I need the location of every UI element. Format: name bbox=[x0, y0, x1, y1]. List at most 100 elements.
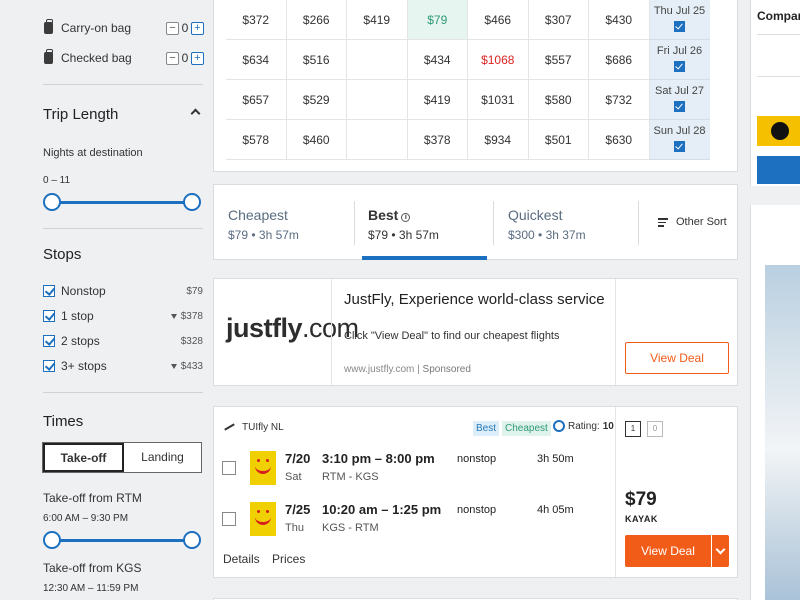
matrix-cell[interactable]: $266 bbox=[286, 0, 347, 40]
logo-text: justfly bbox=[226, 313, 303, 343]
takeoff-kgs-label: Take-off from KGS bbox=[43, 561, 142, 575]
compare-site-logo-3[interactable] bbox=[757, 116, 800, 146]
nights-slider-max-handle[interactable] bbox=[183, 193, 201, 211]
checked-count: 0 bbox=[181, 51, 189, 65]
matrix-cell[interactable]: $372 bbox=[226, 0, 287, 40]
return-date-checkbox[interactable] bbox=[674, 61, 685, 72]
matrix-cell[interactable]: $1031 bbox=[468, 80, 529, 120]
info-icon[interactable]: i bbox=[401, 213, 411, 222]
leg-date: 7/25 bbox=[285, 502, 311, 517]
carry-on-plus-button[interactable]: + bbox=[191, 21, 204, 35]
rating-ring-icon bbox=[553, 420, 565, 432]
leg-checkbox[interactable] bbox=[222, 461, 236, 475]
return-leg[interactable]: 7/25 Thu 10:20 am – 1:25 pm KGS - RTM no… bbox=[222, 498, 602, 542]
trip-length-title[interactable]: Trip Length bbox=[43, 106, 119, 123]
matrix-cell[interactable]: $657 bbox=[226, 80, 287, 120]
stop-label: 1 stop bbox=[61, 309, 94, 323]
matrix-cell[interactable]: $529 bbox=[286, 80, 347, 120]
return-date-checkbox[interactable] bbox=[674, 101, 685, 112]
sky-image[interactable] bbox=[765, 265, 800, 600]
leg-times: 3:10 pm – 8:00 pm bbox=[322, 451, 435, 466]
takeoff-rtm-max-handle[interactable] bbox=[183, 531, 201, 549]
carry-on-minus-button[interactable]: − bbox=[166, 21, 179, 35]
matrix-cell[interactable]: $419 bbox=[407, 80, 468, 120]
matrix-cell[interactable]: $430 bbox=[589, 0, 650, 40]
stop-option-1-stop[interactable]: 1 stop $378 bbox=[43, 307, 203, 325]
checked-bag-label: Checked bag bbox=[61, 51, 132, 65]
justfly-logo[interactable]: justfly.com bbox=[226, 313, 359, 344]
chevron-up-icon[interactable] bbox=[190, 108, 201, 119]
checked-minus-button[interactable]: − bbox=[166, 51, 179, 65]
return-date-header[interactable]: Thu Jul 25 bbox=[649, 0, 710, 40]
divider bbox=[43, 392, 203, 393]
stop-price: $79 bbox=[186, 285, 203, 297]
nights-slider-min-handle[interactable] bbox=[43, 193, 61, 211]
chevron-down-icon[interactable] bbox=[711, 535, 729, 567]
return-date-checkbox[interactable] bbox=[674, 141, 685, 152]
takeoff-rtm-min-handle[interactable] bbox=[43, 531, 61, 549]
tab-take-off[interactable]: Take-off bbox=[43, 443, 124, 472]
matrix-cell[interactable]: $578 bbox=[226, 120, 287, 160]
sort-tab-quickest[interactable]: Quickest $300 • 3h 37m bbox=[494, 185, 634, 261]
return-date-checkbox[interactable] bbox=[674, 21, 685, 32]
carry-on-count: 0 bbox=[181, 21, 189, 35]
matrix-cell[interactable]: $557 bbox=[528, 40, 589, 80]
sort-tab-best[interactable]: Best i $79 • 3h 57m bbox=[354, 185, 492, 261]
carry-on-bag-fee-icon[interactable]: 1 bbox=[625, 421, 641, 437]
matrix-cell-expensive[interactable]: $1068 bbox=[468, 40, 529, 80]
matrix-cell[interactable]: $460 bbox=[286, 120, 347, 160]
side-ad-panel bbox=[750, 205, 800, 600]
details-link[interactable]: Details bbox=[223, 552, 260, 566]
return-date-header[interactable]: Sat Jul 27 bbox=[649, 80, 710, 120]
stop-option-2-stops[interactable]: 2 stops $328 bbox=[43, 332, 203, 350]
sponsored-label: Sponsored bbox=[422, 364, 471, 375]
three-plus-stops-checkbox[interactable] bbox=[43, 360, 55, 372]
view-deal-button[interactable]: View Deal bbox=[625, 535, 729, 567]
site-logo-icon bbox=[771, 122, 789, 140]
two-stops-checkbox[interactable] bbox=[43, 335, 55, 347]
airline-name: TUIfly NL bbox=[242, 422, 284, 433]
leg-checkbox[interactable] bbox=[222, 512, 236, 526]
matrix-cell[interactable]: $501 bbox=[528, 120, 589, 160]
nonstop-checkbox[interactable] bbox=[43, 285, 55, 297]
sort-tab-cheapest[interactable]: Cheapest $79 • 3h 57m bbox=[214, 185, 349, 261]
checked-bag-fee-icon[interactable]: 0 bbox=[647, 421, 663, 437]
compare-site-logo-cheaptickets[interactable] bbox=[757, 76, 800, 106]
matrix-cell[interactable]: $630 bbox=[589, 120, 650, 160]
return-date-header[interactable]: Fri Jul 26 bbox=[649, 40, 710, 80]
outbound-leg[interactable]: 7/20 Sat 3:10 pm – 8:00 pm RTM - KGS non… bbox=[222, 447, 602, 491]
rating[interactable]: Rating: 10 bbox=[553, 420, 614, 432]
matrix-cell[interactable]: $732 bbox=[589, 80, 650, 120]
ad-view-deal-button[interactable]: View Deal bbox=[625, 342, 729, 374]
tab-landing[interactable]: Landing bbox=[141, 450, 184, 464]
times-title[interactable]: Times bbox=[43, 413, 84, 430]
prices-link[interactable]: Prices bbox=[272, 552, 306, 566]
nights-slider[interactable] bbox=[43, 193, 201, 211]
matrix-cell[interactable]: $580 bbox=[528, 80, 589, 120]
stop-label: Nonstop bbox=[61, 284, 106, 298]
stop-price: $433 bbox=[180, 360, 203, 372]
matrix-cell[interactable]: $378 bbox=[407, 120, 468, 160]
divider bbox=[331, 279, 332, 385]
compare-site-logo-orbitz[interactable] bbox=[757, 34, 800, 64]
takeoff-rtm-slider[interactable] bbox=[43, 531, 201, 549]
matrix-cell[interactable]: $934 bbox=[468, 120, 529, 160]
matrix-cell[interactable]: $434 bbox=[407, 40, 468, 80]
ad-title[interactable]: JustFly, Experience world-class service bbox=[344, 291, 605, 308]
checked-plus-button[interactable]: + bbox=[191, 51, 204, 65]
return-date-header[interactable]: Sun Jul 28 bbox=[649, 120, 710, 160]
compare-button[interactable] bbox=[757, 156, 800, 184]
other-sort-button[interactable]: Other Sort bbox=[658, 216, 727, 229]
matrix-cell[interactable]: $516 bbox=[286, 40, 347, 80]
stops-title[interactable]: Stops bbox=[43, 246, 82, 263]
matrix-cell[interactable]: $634 bbox=[226, 40, 287, 80]
one-stop-checkbox[interactable] bbox=[43, 310, 55, 322]
matrix-cell[interactable]: $466 bbox=[468, 0, 529, 40]
matrix-cell-cheapest[interactable]: $79 bbox=[407, 0, 468, 40]
matrix-cell[interactable]: $307 bbox=[528, 0, 589, 40]
stop-option-nonstop[interactable]: Nonstop $79 bbox=[43, 282, 203, 300]
matrix-cell[interactable]: $686 bbox=[589, 40, 650, 80]
sort-tab-summary: $79 • 3h 57m bbox=[228, 228, 299, 242]
stop-option-3-plus-stops[interactable]: 3+ stops $433 bbox=[43, 357, 203, 375]
matrix-cell[interactable]: $419 bbox=[347, 0, 408, 40]
